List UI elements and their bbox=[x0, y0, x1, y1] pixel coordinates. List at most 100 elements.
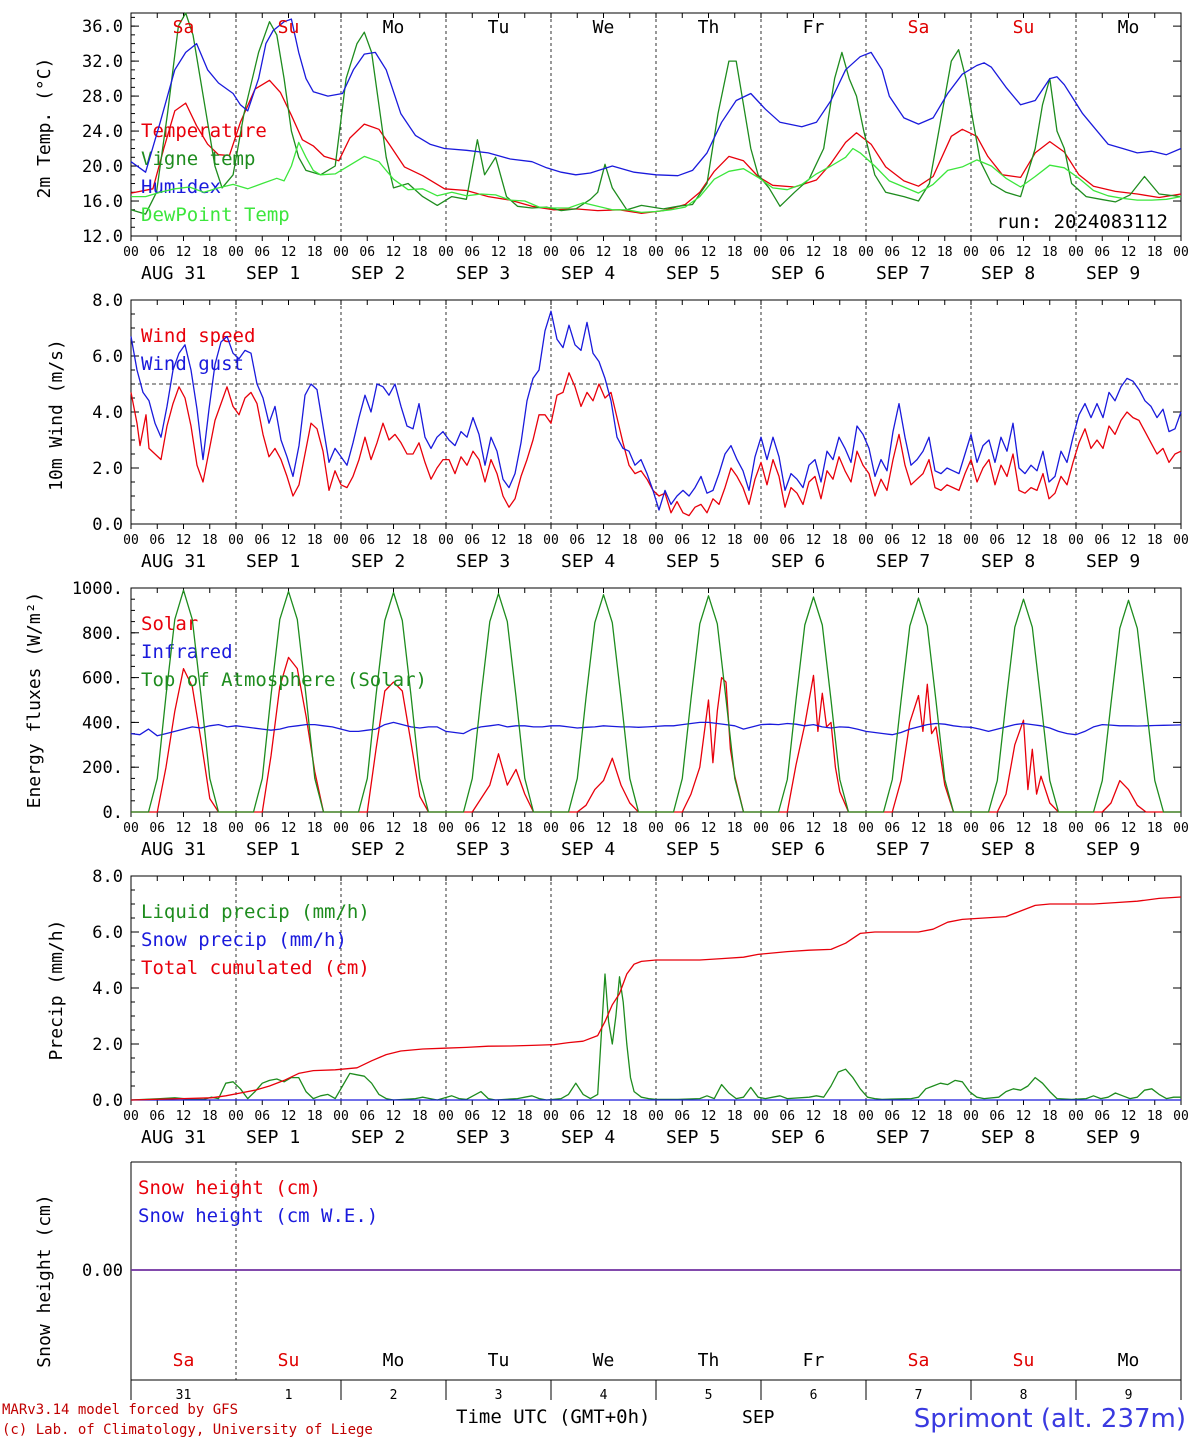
hour-tick-label: 00 bbox=[123, 245, 139, 260]
hour-tick-label: 18 bbox=[937, 1109, 953, 1124]
hour-tick-label: 12 bbox=[596, 821, 612, 836]
hour-tick-label: 06 bbox=[359, 1109, 375, 1124]
date-label: SEP 9 bbox=[1086, 1127, 1140, 1148]
hour-tick-label: 00 bbox=[543, 1109, 559, 1124]
hour-tick-label: 12 bbox=[176, 533, 192, 548]
hour-tick-label: 00 bbox=[963, 533, 979, 548]
date-label: SEP 1 bbox=[246, 1127, 300, 1148]
hour-tick-label: 00 bbox=[963, 821, 979, 836]
hour-tick-label: 18 bbox=[832, 245, 848, 260]
hour-tick-label: 12 bbox=[806, 1109, 822, 1124]
date-label: SEP 8 bbox=[981, 551, 1035, 572]
hour-tick-label: 18 bbox=[412, 1109, 428, 1124]
location-label: Sprimont (alt. 237m) bbox=[914, 1404, 1186, 1434]
plot-frame bbox=[130, 587, 1182, 813]
hour-tick-label: 12 bbox=[911, 821, 927, 836]
y-tick-label: 200. bbox=[82, 758, 123, 778]
date-label: SEP 5 bbox=[666, 263, 720, 284]
date-label: SEP 5 bbox=[666, 551, 720, 572]
panel-energy: 00 06 12 18 00 06 12 18 00 06 12 18 00 06 12 18 00 06 12 18… bbox=[24, 579, 1189, 860]
hour-tick-label: 00 bbox=[753, 1109, 769, 1124]
day-name: Su bbox=[1013, 17, 1035, 38]
panel-temperature: 00 06 12 18 00 06 12 18 00 06 12 18 00 06 12 18 00 06 12 18… bbox=[34, 12, 1189, 284]
y-tick-label: 8.0 bbox=[92, 291, 123, 311]
footer: MARv3.14 model forced by GFS (c) Lab. of… bbox=[2, 1402, 1186, 1438]
hour-tick-label: 06 bbox=[1094, 245, 1110, 260]
panel-snow: 0.00 Snow height (cm) Snow height (cm) Snow… bbox=[34, 1161, 1182, 1403]
date-label: SEP 9 bbox=[1086, 551, 1140, 572]
hour-tick-label: 06 bbox=[149, 533, 165, 548]
day-number: 5 bbox=[705, 1388, 713, 1403]
hour-tick-label: 18 bbox=[202, 1109, 218, 1124]
y-axis-title: 10m Wind (m/s) bbox=[46, 339, 67, 491]
hour-tick-label: 06 bbox=[674, 245, 690, 260]
hour-tick-label: 00 bbox=[858, 821, 874, 836]
hour-tick-label: 00 bbox=[753, 533, 769, 548]
panel-wind: 00 06 12 18 00 06 12 18 00 06 12 18 00 06 12 18 00 06 12 18… bbox=[46, 291, 1189, 572]
legend-entry-1: Vigne temp bbox=[141, 148, 255, 170]
legend-entry-0: Liquid precip (mm/h) bbox=[141, 901, 370, 923]
date-label: AUG 31 bbox=[141, 263, 206, 284]
hour-tick-label: 18 bbox=[517, 1109, 533, 1124]
hour-tick-label: 12 bbox=[911, 1109, 927, 1124]
hour-tick-label: 06 bbox=[464, 821, 480, 836]
hour-tick-label: 18 bbox=[1042, 821, 1058, 836]
hour-tick-label: 00 bbox=[753, 821, 769, 836]
legend-entry-0: Snow height (cm) bbox=[138, 1177, 321, 1199]
hour-tick-label: 00 bbox=[963, 1109, 979, 1124]
y-tick-label: 6.0 bbox=[92, 347, 123, 367]
hour-tick-label: 18 bbox=[307, 245, 323, 260]
hour-tick-label: 18 bbox=[727, 821, 743, 836]
hour-tick-label: 18 bbox=[622, 533, 638, 548]
date-label: SEP 7 bbox=[876, 551, 930, 572]
day-number: 2 bbox=[390, 1388, 398, 1403]
legend-entry-0: Solar bbox=[141, 613, 198, 635]
legend-entry-2: Total cumulated (cm) bbox=[141, 957, 370, 979]
y-tick-label: 800. bbox=[82, 624, 123, 644]
hour-tick-label: 18 bbox=[727, 245, 743, 260]
hour-tick-label: 06 bbox=[149, 821, 165, 836]
hour-tick-label: 12 bbox=[596, 1109, 612, 1124]
hour-tick-label: 12 bbox=[176, 245, 192, 260]
x-axis-title: Time UTC (GMT+0h) bbox=[456, 1406, 650, 1428]
lab-credit: (c) Lab. of Climatology, University of L… bbox=[2, 1422, 373, 1438]
hour-tick-label: 06 bbox=[464, 245, 480, 260]
hour-tick-label: 18 bbox=[517, 245, 533, 260]
day-name: Sa bbox=[173, 1350, 195, 1371]
hour-tick-label: 18 bbox=[517, 533, 533, 548]
date-label: SEP 3 bbox=[456, 1127, 510, 1148]
day-name: Sa bbox=[908, 17, 930, 38]
hour-tick-label: 00 bbox=[333, 821, 349, 836]
day-name: Th bbox=[698, 17, 720, 38]
date-label: SEP 4 bbox=[561, 551, 615, 572]
hour-tick-label: 18 bbox=[1147, 245, 1163, 260]
y-axis-title: 2m Temp. (°C) bbox=[34, 58, 55, 199]
hour-tick-label: 00 bbox=[648, 1109, 664, 1124]
y-tick-label: 0. bbox=[103, 803, 123, 823]
day-number: 7 bbox=[915, 1388, 923, 1403]
run-annotation: run: 2024083112 bbox=[996, 211, 1168, 233]
plot-frame bbox=[130, 299, 1182, 525]
hour-tick-label: 18 bbox=[412, 533, 428, 548]
hour-tick-label: 18 bbox=[412, 821, 428, 836]
day-name: Fr bbox=[803, 1350, 825, 1371]
date-label: SEP 6 bbox=[771, 263, 825, 284]
hour-tick-label: 00 bbox=[123, 821, 139, 836]
hour-tick-label: 12 bbox=[911, 245, 927, 260]
y-tick-label: 16.0 bbox=[82, 192, 123, 212]
hour-tick-label: 12 bbox=[491, 245, 507, 260]
day-number: 3 bbox=[495, 1388, 503, 1403]
hour-tick-label: 12 bbox=[1016, 533, 1032, 548]
y-tick-label: 0.00 bbox=[82, 1261, 123, 1281]
hour-tick-label: 06 bbox=[674, 533, 690, 548]
date-label: SEP 3 bbox=[456, 839, 510, 860]
y-tick-label: 8.0 bbox=[92, 867, 123, 887]
hour-tick-label: 06 bbox=[254, 821, 270, 836]
hour-tick-label: 00 bbox=[123, 533, 139, 548]
hour-tick-label: 06 bbox=[779, 1109, 795, 1124]
y-tick-label: 36.0 bbox=[82, 17, 123, 37]
hour-tick-label: 00 bbox=[1068, 245, 1084, 260]
hour-tick-label: 12 bbox=[1016, 821, 1032, 836]
y-tick-label: 6.0 bbox=[92, 923, 123, 943]
